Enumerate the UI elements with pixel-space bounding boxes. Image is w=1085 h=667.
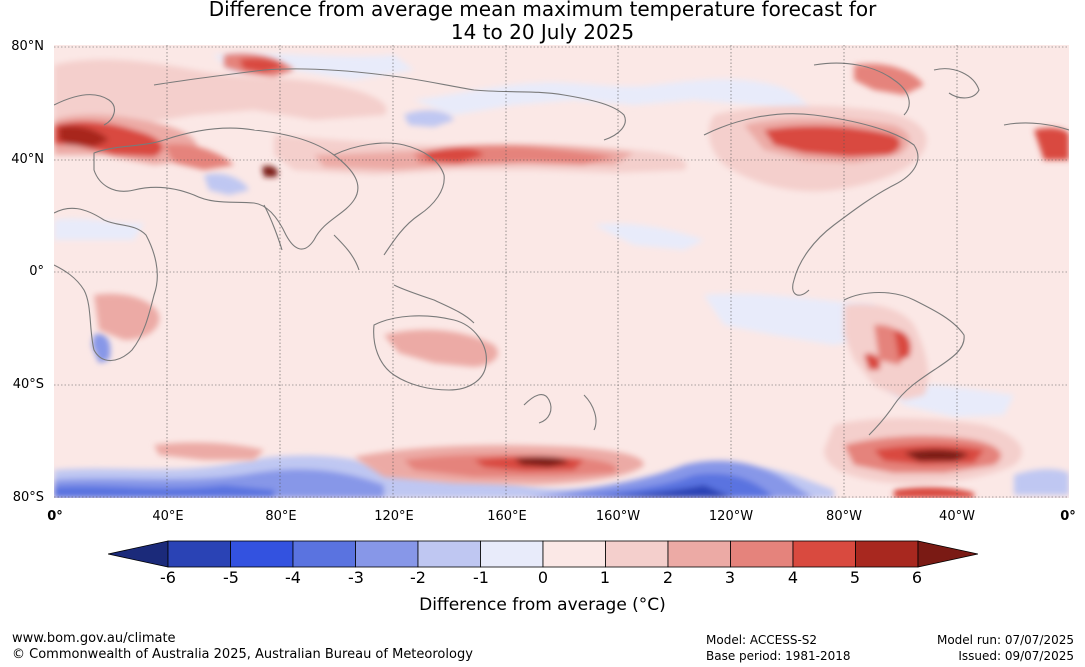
colorbar-segment: [167, 540, 231, 568]
colorbar-arrow-high: [917, 540, 979, 568]
footer-model-run: Model run: 07/07/2025: [936, 633, 1074, 647]
lon-label-160e: 160°E: [487, 509, 527, 524]
colorbar-segment: [355, 540, 419, 568]
forecast-map: [54, 45, 1069, 498]
lat-label-80s: 80°S: [12, 490, 44, 505]
colorbar-label: Difference from average (°C): [419, 595, 666, 615]
lat-label-40n: 40°N: [11, 152, 44, 167]
footer-issued: Issued: 09/07/2025: [958, 649, 1074, 663]
title-line-1: Difference from average mean maximum tem…: [208, 0, 877, 21]
colorbar-tick: -1: [473, 568, 489, 587]
colorbar-segment: [792, 540, 856, 568]
footer-model-info: Model: ACCESS-S2 Base period: 1981-2018: [706, 632, 851, 664]
colorbar-segment: [667, 540, 731, 568]
warm-anomalies: [54, 53, 1069, 498]
map-svg: [54, 45, 1069, 498]
colorbar: [107, 540, 979, 568]
colorbar-tick: 6: [911, 568, 923, 587]
lon-label-80w: 80°W: [826, 509, 862, 524]
colorbar-tick: -2: [410, 568, 426, 587]
colorbar-segment: [542, 540, 606, 568]
map-title: Difference from average mean maximum tem…: [0, 0, 1085, 44]
colorbar-segment: [292, 540, 356, 568]
graticule: [54, 45, 1069, 498]
colorbar-tick: 3: [724, 568, 736, 587]
colorbar-arrow-low: [107, 540, 169, 568]
colorbar-tick: 1: [599, 568, 611, 587]
lon-label-160w: 160°W: [595, 509, 641, 524]
colorbar-tick: -6: [160, 568, 176, 587]
lon-label-0-right: 0°: [1060, 509, 1076, 524]
coastlines: [54, 62, 1069, 436]
colorbar-segment: [730, 540, 794, 568]
colorbar-tick: 2: [662, 568, 674, 587]
colorbar-segment: [417, 540, 481, 568]
footer-left: www.bom.gov.au/climate © Commonwealth of…: [12, 631, 473, 663]
colorbar-tick: 0: [537, 568, 549, 587]
colorbar-tick: -3: [348, 568, 364, 587]
colorbar-segment: [230, 540, 294, 568]
footer-url: www.bom.gov.au/climate: [12, 631, 176, 646]
lon-label-120w: 120°W: [708, 509, 754, 524]
lat-label-80n: 80°N: [11, 39, 44, 54]
colorbar-segment: [605, 540, 669, 568]
lon-label-40w: 40°W: [939, 509, 975, 524]
colorbar-segment: [855, 540, 919, 568]
footer-dates: Model run: 07/07/2025 Issued: 09/07/2025: [937, 632, 1074, 664]
lon-label-120e: 120°E: [374, 509, 414, 524]
colorbar-tick: -5: [223, 568, 239, 587]
footer-base-period: Base period: 1981-2018: [706, 649, 851, 663]
title-line-2: 14 to 20 July 2025: [450, 20, 635, 44]
lat-label-0: 0°: [29, 264, 44, 279]
colorbar-segment: [480, 540, 544, 568]
colorbar-tick: 4: [787, 568, 799, 587]
colorbar-tick: -4: [285, 568, 301, 587]
lon-label-0-left: 0°: [47, 509, 63, 524]
lon-label-80e: 80°E: [265, 509, 297, 524]
colorbar-svg: [107, 540, 979, 568]
lon-label-40e: 40°E: [152, 509, 184, 524]
lat-label-40s: 40°S: [12, 377, 44, 392]
footer-model: Model: ACCESS-S2: [706, 633, 818, 647]
footer-copyright: © Commonwealth of Australia 2025, Austra…: [12, 647, 473, 662]
colorbar-tick: 5: [849, 568, 861, 587]
